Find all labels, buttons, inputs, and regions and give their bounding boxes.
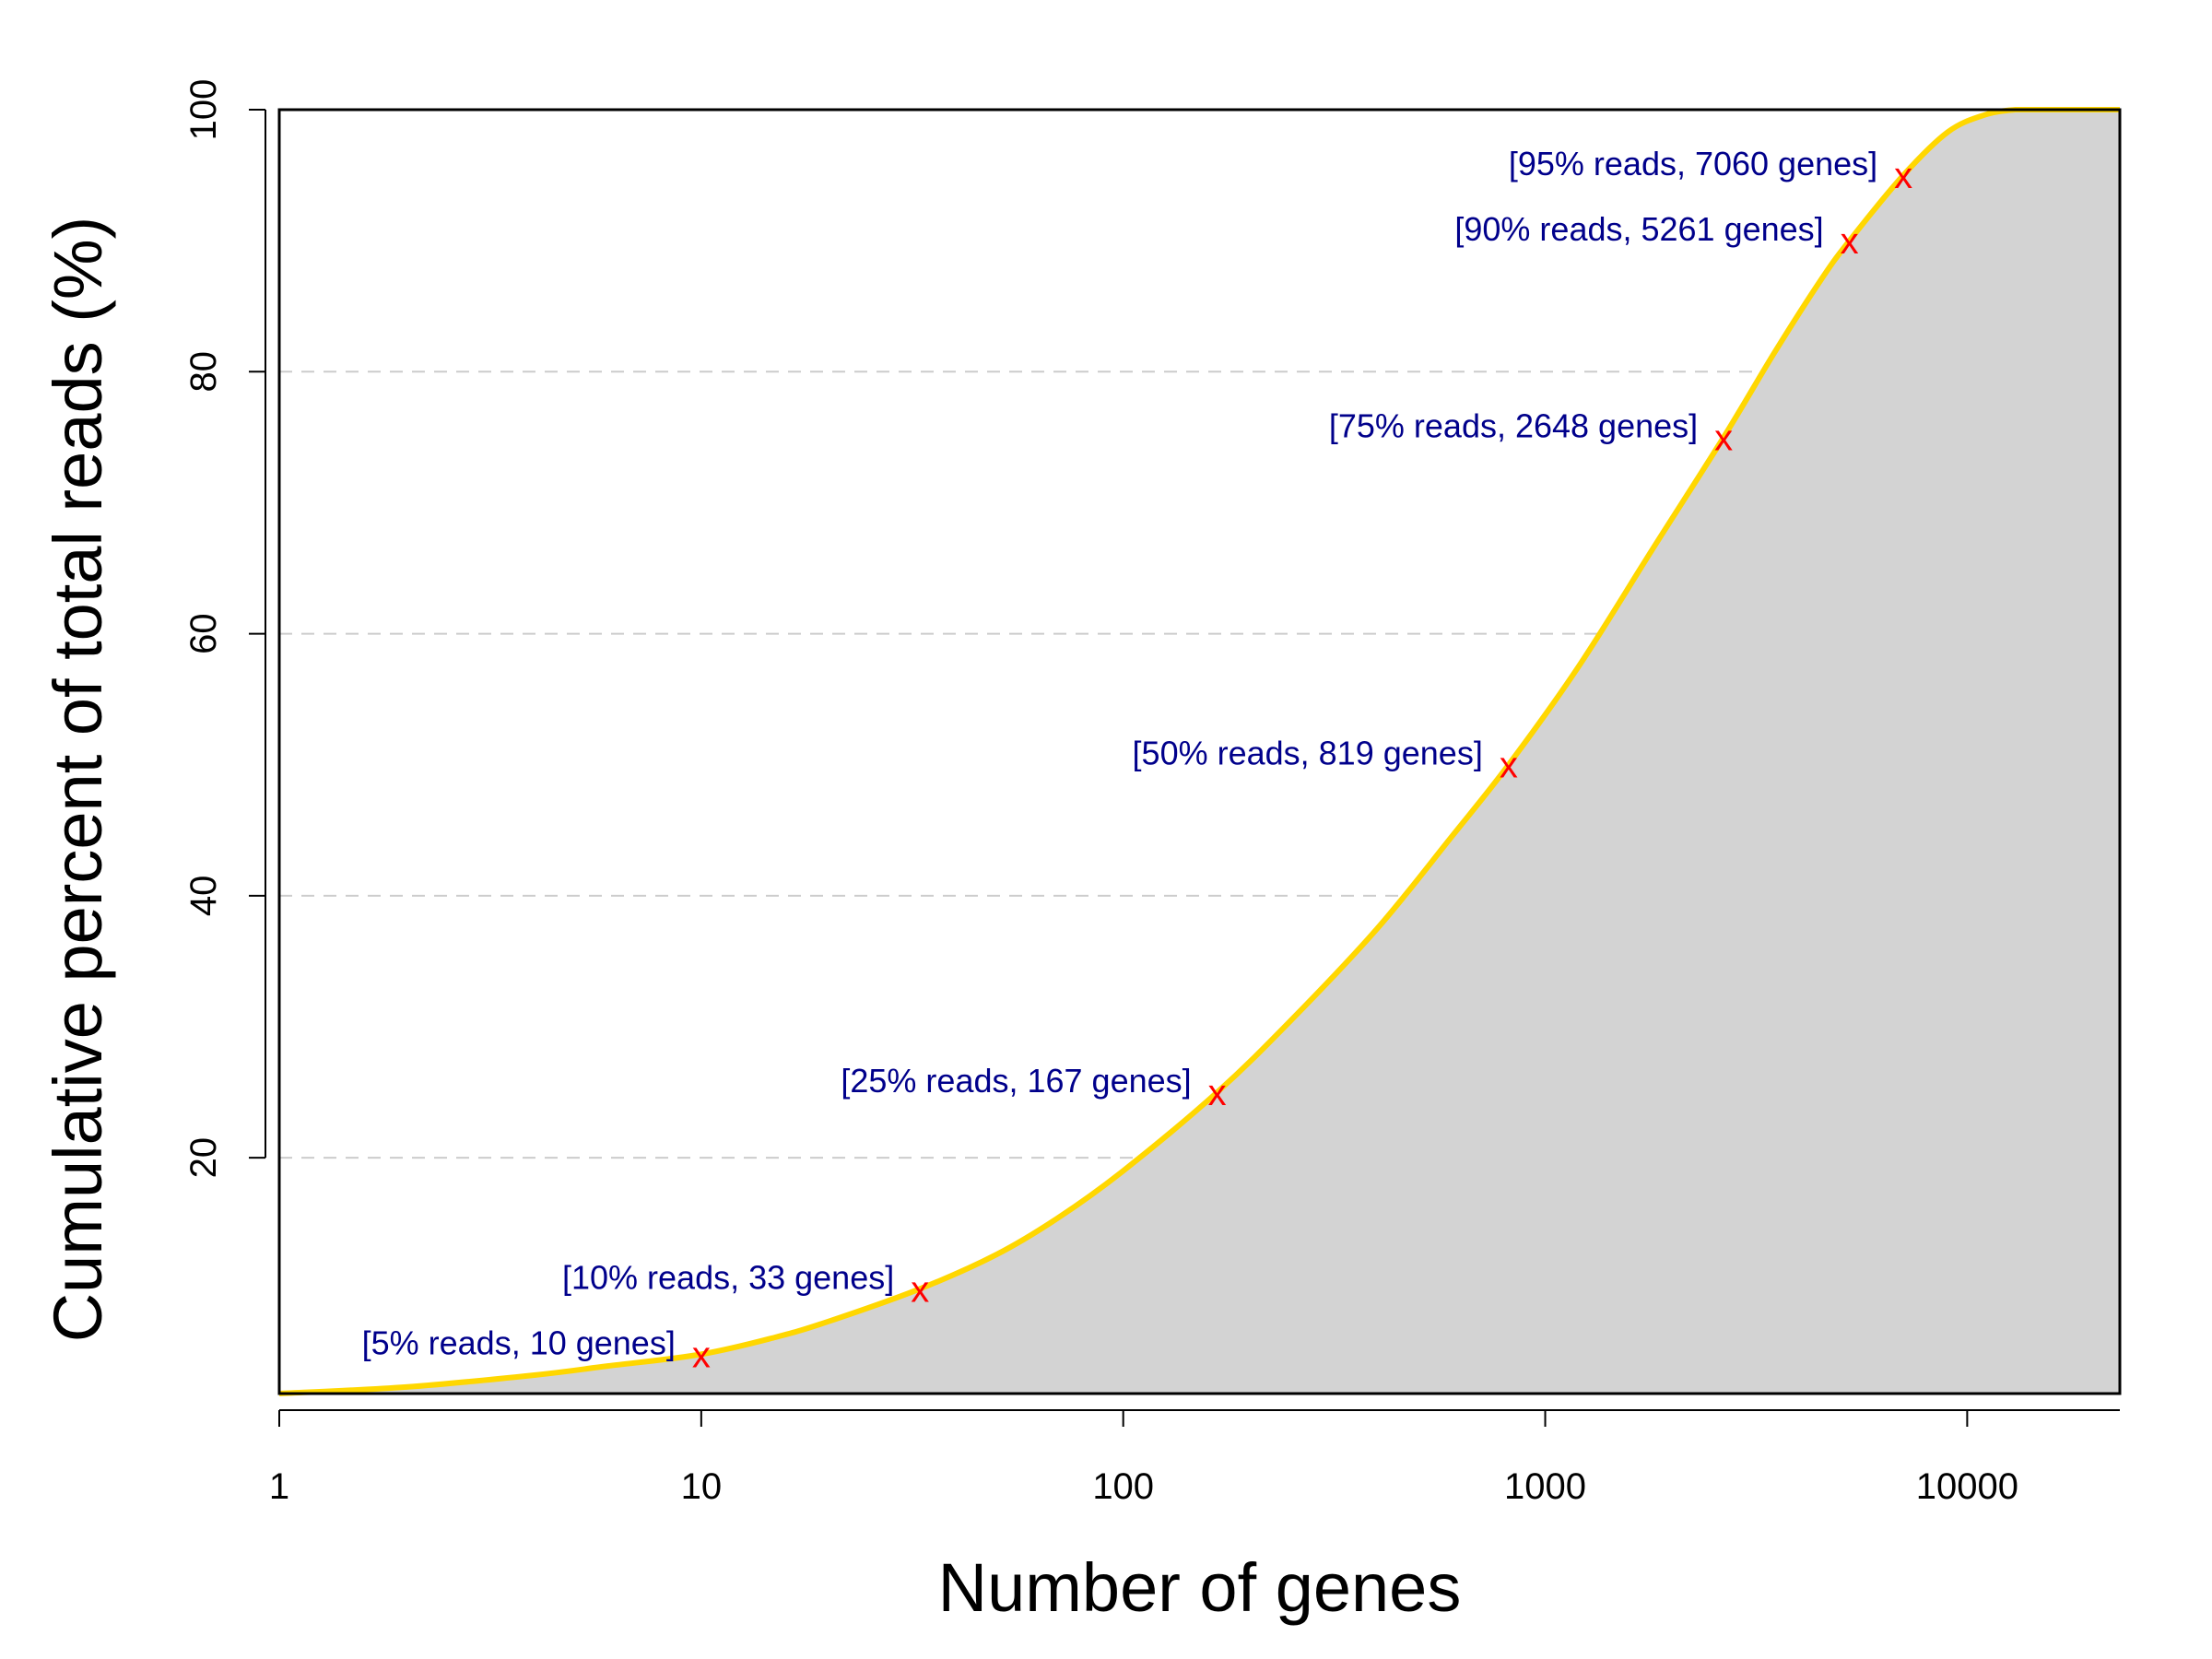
y-tick-label: 100: [183, 79, 224, 141]
cumulative-area-fill: [279, 110, 2120, 1394]
annotation-marker: x: [692, 1335, 711, 1375]
annotation-label: [50% reads, 819 genes]: [1133, 735, 1483, 772]
annotation-marker: x: [1894, 156, 1912, 196]
annotation-marker: x: [911, 1269, 929, 1310]
annotation-label: [75% reads, 2648 genes]: [1329, 406, 1698, 444]
annotations: x [5% reads, 10 genes] x [10% reads, 33 gen…: [362, 145, 1913, 1375]
y-tick-label: 80: [183, 351, 224, 393]
cumulative-curve-line: [278, 106, 2120, 1396]
annotation-label: [25% reads, 167 genes]: [841, 1062, 1191, 1100]
y-tick-label: 40: [183, 876, 224, 917]
annotation-marker: x: [1841, 221, 1859, 262]
annotation-marker: x: [1500, 746, 1518, 786]
y-tick-label: 60: [183, 613, 224, 654]
annotation-label: [10% reads, 33 genes]: [562, 1258, 894, 1296]
annotation-marker: x: [1208, 1073, 1227, 1113]
annotation-label: [90% reads, 5261 genes]: [1454, 210, 1823, 248]
plot-frame: [277, 108, 2122, 1395]
x-tick-label: 1000: [1504, 1466, 1586, 1507]
y-axis: 20 40 60 80 100: [183, 79, 266, 1179]
annotation-label: [5% reads, 10 genes]: [362, 1324, 676, 1361]
x-axis-title: Number of genes: [938, 1549, 1462, 1626]
y-axis-title: Cumulative percent of total reads (%): [40, 217, 116, 1343]
annotation-label: [95% reads, 7060 genes]: [1509, 145, 1877, 182]
x-tick-label: 10000: [1916, 1466, 2018, 1507]
x-tick-label: 100: [1092, 1466, 1154, 1507]
annotation-marker: x: [1714, 418, 1733, 458]
y-tick-label: 20: [183, 1137, 224, 1179]
x-axis: 1 10 100 1000 10000: [269, 1409, 2120, 1507]
x-tick-label: 10: [681, 1466, 723, 1507]
x-tick-label: 1: [269, 1466, 289, 1507]
